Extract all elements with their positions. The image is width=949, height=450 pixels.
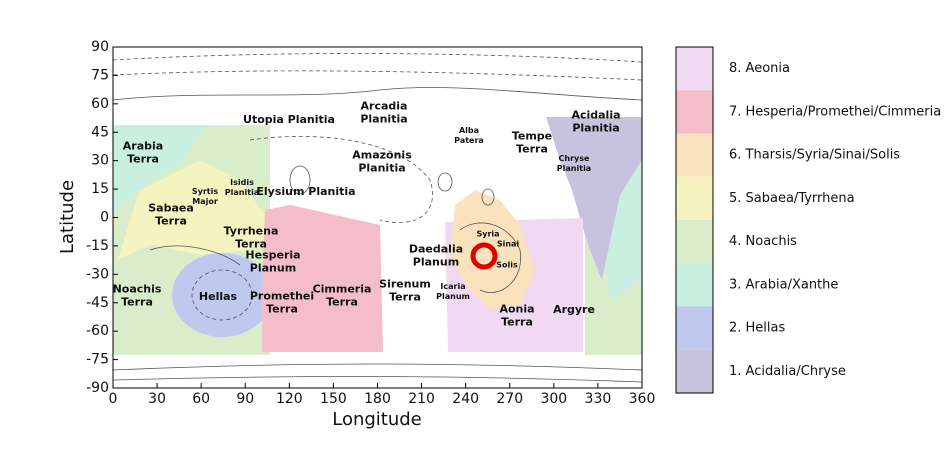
x-tick-label: 180 <box>364 391 391 407</box>
region-sabaea <box>118 160 270 260</box>
x-tick-label: 150 <box>320 391 347 407</box>
place-label: Hesperia Planum <box>245 249 300 275</box>
regions <box>113 117 642 355</box>
place-label: Elysium Planitia <box>256 185 355 198</box>
legend-swatch <box>676 90 713 134</box>
contour <box>437 172 453 192</box>
place-label: Aonia Terra <box>499 303 534 329</box>
x-tick-label: 360 <box>629 391 656 407</box>
x-tick-label: 30 <box>148 391 166 407</box>
legend-label: 8. Aeonia <box>729 61 790 76</box>
contour <box>112 53 643 63</box>
place-label: Isidis Planitia <box>225 178 259 197</box>
y-tick-label: 0 <box>100 210 109 226</box>
place-label: Acidalia Planitia <box>571 109 620 135</box>
contour <box>112 376 643 383</box>
contour <box>481 188 495 206</box>
y-tick-label: 15 <box>91 181 109 197</box>
contour <box>249 136 433 223</box>
y-tick-label: 75 <box>91 67 109 83</box>
x-tick-label: 270 <box>496 391 523 407</box>
y-tick-label: -15 <box>86 238 109 254</box>
place-label: Promethei Terra <box>250 290 314 316</box>
region-hellas <box>172 253 272 337</box>
contour <box>149 245 241 266</box>
y-tick-label: -60 <box>86 323 109 339</box>
place-label: Tyrrhena Terra <box>224 225 279 251</box>
legend-swatch <box>676 133 713 177</box>
place-label: Utopia Planitia <box>243 113 335 126</box>
contour <box>112 87 643 101</box>
x-tick-label: 0 <box>109 391 118 407</box>
place-label: Chryse Planitia <box>557 154 591 173</box>
y-tick-label: -45 <box>86 295 109 311</box>
x-tick-label: 300 <box>540 391 567 407</box>
place-label: Hellas <box>199 290 238 303</box>
place-label: Solis <box>496 261 518 270</box>
place-label: Cimmeria Terra <box>313 283 372 309</box>
highlight-circle <box>470 242 498 270</box>
contour <box>112 70 643 81</box>
contour <box>289 165 311 195</box>
legend-label: 6. Tharsis/Syria/Sinai/Solis <box>729 148 900 163</box>
x-axis-label: Longitude <box>332 409 422 430</box>
y-tick-label: -90 <box>86 380 109 396</box>
place-label: Daedalia Planum <box>409 243 463 269</box>
place-label: Tempe Terra <box>512 130 552 156</box>
x-tick-label: 330 <box>585 391 612 407</box>
place-label: Sinai <box>497 240 520 249</box>
y-tick-label: 45 <box>91 124 109 140</box>
x-tick-label: 90 <box>236 391 254 407</box>
place-label: Argyre <box>553 303 595 316</box>
x-tick-label: 210 <box>408 391 435 407</box>
legend-label: 4. Noachis <box>729 234 797 249</box>
legend-frame <box>675 46 714 394</box>
contours <box>112 53 643 383</box>
place-label: Icaria Planum <box>436 282 470 301</box>
legend-swatch <box>676 306 713 350</box>
place-label: Amazonis Planitia <box>352 149 412 175</box>
legend-label: 3. Arabia/Xanthe <box>729 277 838 292</box>
place-label: Arabia Terra <box>123 140 163 166</box>
y-tick-label: -30 <box>86 266 109 282</box>
x-tick-label: 120 <box>276 391 303 407</box>
y-axis-label: Latitude <box>57 180 78 254</box>
legend-label: 1. Acidalia/Chryse <box>729 364 846 379</box>
legend-swatch <box>676 176 713 220</box>
legend-swatch <box>676 220 713 264</box>
contour <box>112 363 643 371</box>
y-tick-label: 60 <box>91 96 109 112</box>
x-tick-label: 60 <box>192 391 210 407</box>
contour <box>191 269 253 321</box>
region-hesperia <box>262 205 383 352</box>
place-label: Sabaea Terra <box>148 202 194 228</box>
legend-label: 7. Hesperia/Promethei/Cimmeria <box>729 104 941 119</box>
legend-swatch <box>676 349 713 393</box>
y-tick-label: 30 <box>91 153 109 169</box>
region-arabia <box>113 125 205 215</box>
place-label: Syrtis Major <box>192 187 218 206</box>
place-label: Sirenum Terra <box>379 278 431 304</box>
legend-swatch <box>676 47 713 91</box>
legend-swatch <box>676 263 713 307</box>
legend-label: 5. Sabaea/Tyrrhena <box>729 191 855 206</box>
y-tick-label: 90 <box>91 39 109 55</box>
place-label: Syria <box>476 230 499 239</box>
place-label: Arcadia Planitia <box>360 100 407 126</box>
contour <box>459 222 522 293</box>
place-label: Alba Patera <box>454 126 484 145</box>
place-label: Noachis Terra <box>113 283 162 309</box>
legend-label: 2. Hellas <box>729 321 785 336</box>
y-tick-label: -75 <box>86 352 109 368</box>
region-acidalia <box>546 117 642 280</box>
x-tick-label: 240 <box>452 391 479 407</box>
